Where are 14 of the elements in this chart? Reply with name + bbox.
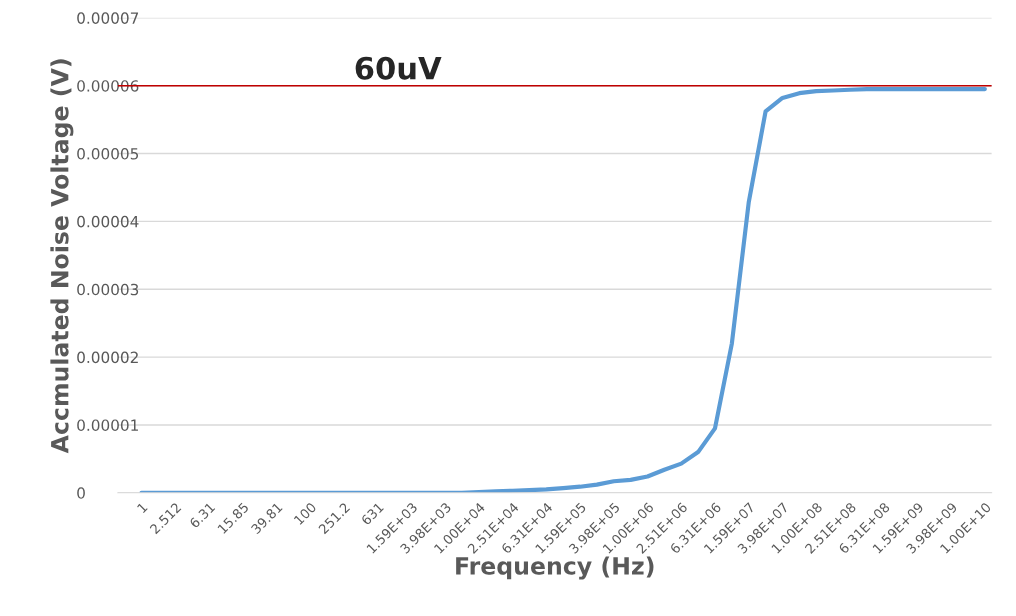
x-tick-label: 100 <box>293 501 317 526</box>
y-tick-label: 0.00006 <box>77 80 139 92</box>
x-tick-label: 1 <box>136 502 148 514</box>
x-axis-title: Frequency (Hz) <box>456 556 654 580</box>
y-tick-label: 0.00001 <box>77 419 138 431</box>
y-axis-title: Accmulated Noise Voltage (V) <box>50 59 74 454</box>
ref-line-label: 60uV <box>355 56 442 80</box>
y-tick-label: 0.00005 <box>77 148 139 160</box>
y-tick-label: 0.00007 <box>77 12 139 24</box>
y-tick-label: 0.00003 <box>77 283 139 296</box>
y-tick-label: 0.00002 <box>77 351 138 364</box>
y-tick-label: 0.00004 <box>77 215 139 228</box>
y-tick-label: 0 <box>77 487 85 499</box>
line-series <box>139 87 987 493</box>
